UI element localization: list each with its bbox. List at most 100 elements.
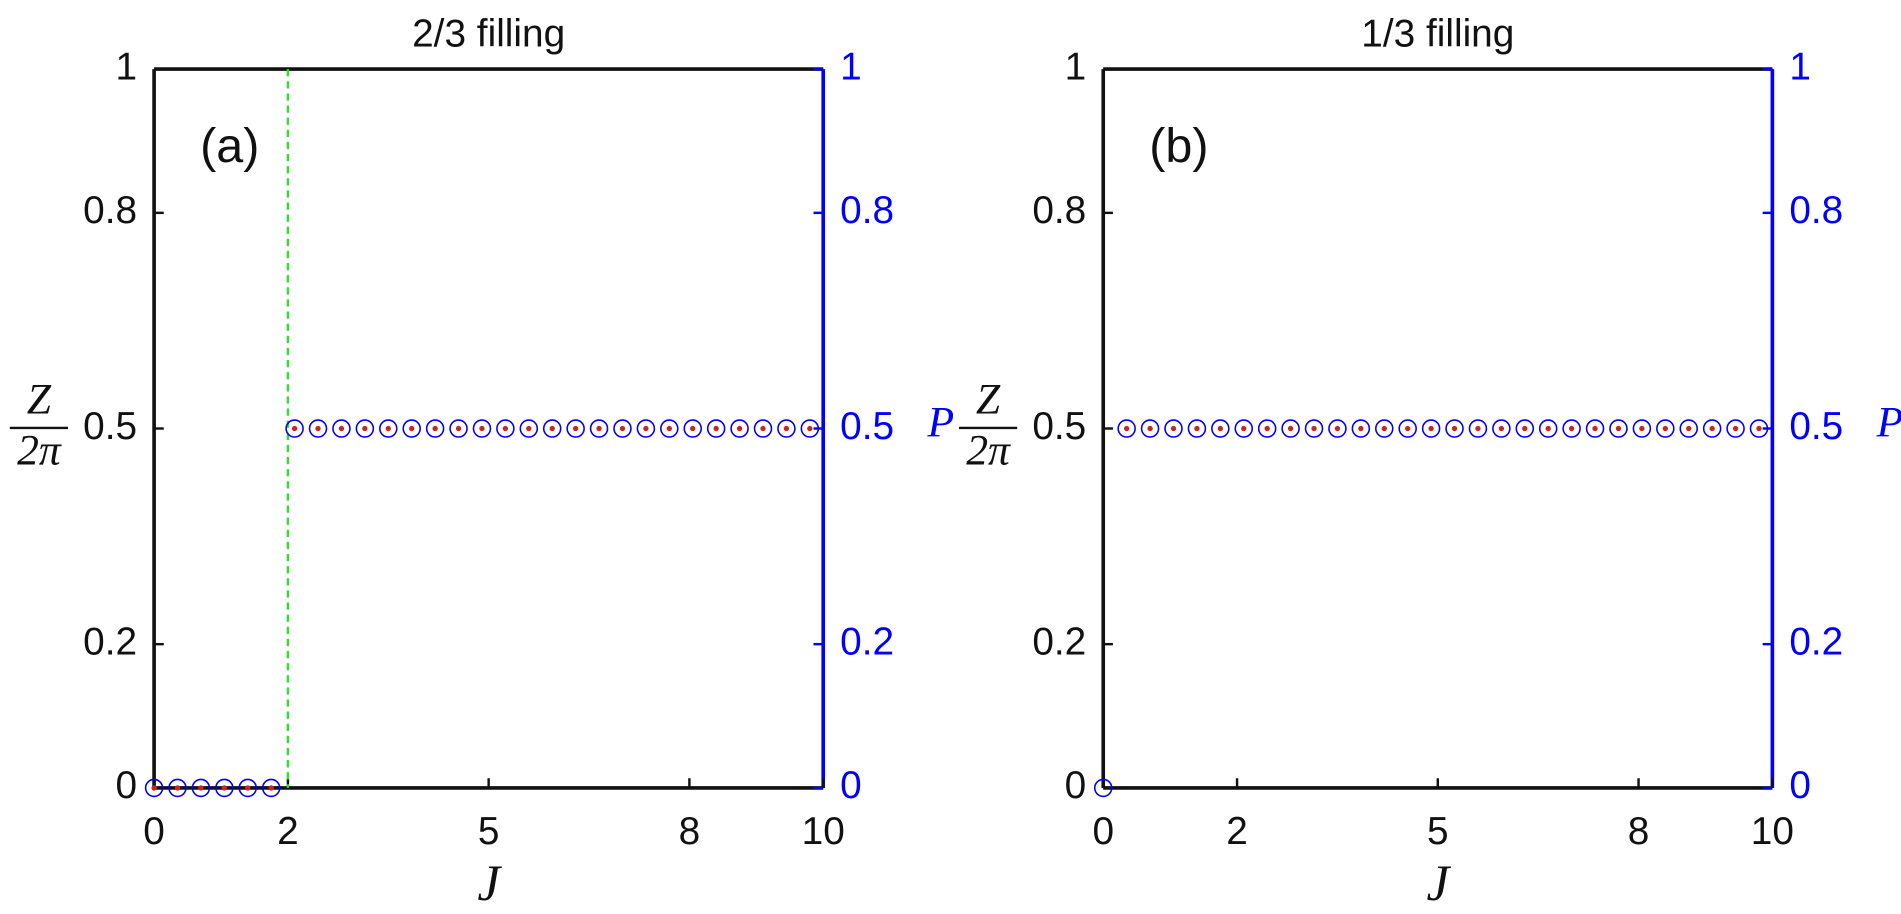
z-marker — [572, 425, 579, 432]
p-marker — [332, 419, 351, 438]
y-tick-label: 0.2 — [1032, 620, 1086, 663]
x-tick-label: 5 — [1427, 810, 1449, 853]
z-marker — [291, 425, 298, 432]
p-marker — [1328, 419, 1347, 438]
p-marker — [1117, 419, 1136, 438]
x-tick-label: 2 — [277, 810, 299, 853]
p-marker — [730, 419, 749, 438]
z-marker — [807, 425, 813, 432]
y-label-denominator: 2π — [17, 427, 62, 475]
x-axis-label: J — [1427, 856, 1452, 912]
p-marker — [1538, 419, 1558, 438]
z-marker — [1662, 425, 1668, 432]
p-marker — [1234, 419, 1254, 438]
z-marker — [783, 425, 790, 432]
p-marker — [1164, 419, 1183, 438]
y2-axis-label: P — [1876, 399, 1901, 447]
z-marker — [338, 425, 345, 432]
z-marker — [1217, 425, 1224, 432]
z-marker — [315, 425, 321, 432]
y-tick-label: 0.5 — [1032, 405, 1086, 448]
x-tick-label: 0 — [1092, 810, 1114, 853]
z-marker — [409, 425, 415, 432]
p-marker — [1656, 419, 1675, 438]
z-marker — [1358, 425, 1364, 432]
z-marker — [1709, 425, 1715, 432]
z-marker — [549, 425, 555, 432]
y2-tick-label: 0.5 — [840, 405, 894, 448]
z-marker — [1405, 425, 1411, 432]
z-marker — [174, 785, 181, 791]
y-tick-label: 0.8 — [83, 189, 137, 232]
p-marker — [519, 419, 539, 438]
p-marker — [1609, 419, 1628, 438]
z-marker — [1475, 425, 1481, 432]
p-marker — [1093, 778, 1113, 798]
x-tick-label: 0 — [143, 810, 165, 853]
y-label-denominator: 2π — [966, 427, 1011, 475]
p-marker — [636, 419, 656, 438]
z-marker — [1264, 425, 1270, 432]
z-marker — [245, 785, 251, 791]
p-marker — [1398, 419, 1417, 438]
y2-tick-label: 1 — [840, 45, 862, 88]
p-marker — [1468, 419, 1488, 438]
p-marker — [472, 419, 492, 438]
z-marker — [1287, 425, 1294, 432]
z-marker — [713, 425, 719, 432]
y-tick-label: 1 — [116, 45, 138, 88]
p-marker — [449, 419, 468, 438]
z-marker — [1428, 425, 1434, 432]
p-marker — [1257, 419, 1277, 438]
p-marker — [168, 778, 187, 798]
p-marker — [800, 419, 820, 438]
z-marker — [151, 785, 157, 791]
x-tick-label: 8 — [1628, 810, 1650, 853]
p-marker — [1421, 419, 1441, 438]
z-marker — [666, 425, 672, 432]
panel-label: (a) — [200, 119, 259, 173]
y2-tick-label: 1 — [1789, 45, 1811, 88]
p-marker — [1211, 419, 1230, 438]
p-marker — [1140, 419, 1160, 438]
z-marker — [1170, 425, 1177, 432]
p-marker — [566, 419, 585, 438]
p-marker — [1281, 419, 1300, 438]
x-tick-label: 2 — [1226, 810, 1248, 853]
z-marker — [1732, 425, 1739, 432]
p-marker — [425, 419, 445, 438]
p-marker — [777, 419, 796, 438]
z-marker — [736, 425, 743, 432]
p-marker — [496, 419, 515, 438]
z-marker — [1498, 425, 1505, 432]
z-marker — [643, 425, 649, 432]
y2-tick-label: 0.8 — [1789, 189, 1843, 232]
p-marker — [191, 778, 211, 798]
y2-tick-label: 0.2 — [840, 620, 894, 663]
p-marker — [1726, 419, 1745, 438]
z-marker — [619, 425, 626, 432]
z-marker — [690, 425, 696, 432]
p-marker — [589, 419, 609, 438]
z-marker — [1592, 425, 1598, 432]
z-marker — [221, 785, 228, 791]
p-marker — [238, 778, 258, 798]
p-marker — [1515, 419, 1535, 438]
p-marker — [1679, 419, 1699, 438]
z-marker — [1194, 425, 1200, 432]
z-marker — [1381, 425, 1387, 432]
z-marker — [432, 425, 438, 432]
p-marker — [542, 419, 562, 438]
p-marker — [215, 778, 234, 798]
z-marker — [479, 425, 485, 432]
z-marker — [1756, 425, 1762, 432]
y-tick-label: 0 — [116, 764, 138, 807]
p-marker — [1445, 419, 1464, 438]
p-marker — [1351, 419, 1371, 438]
y-tick-label: 0.2 — [83, 620, 137, 663]
z-marker — [1451, 425, 1458, 432]
x-axis-label: J — [477, 856, 502, 912]
